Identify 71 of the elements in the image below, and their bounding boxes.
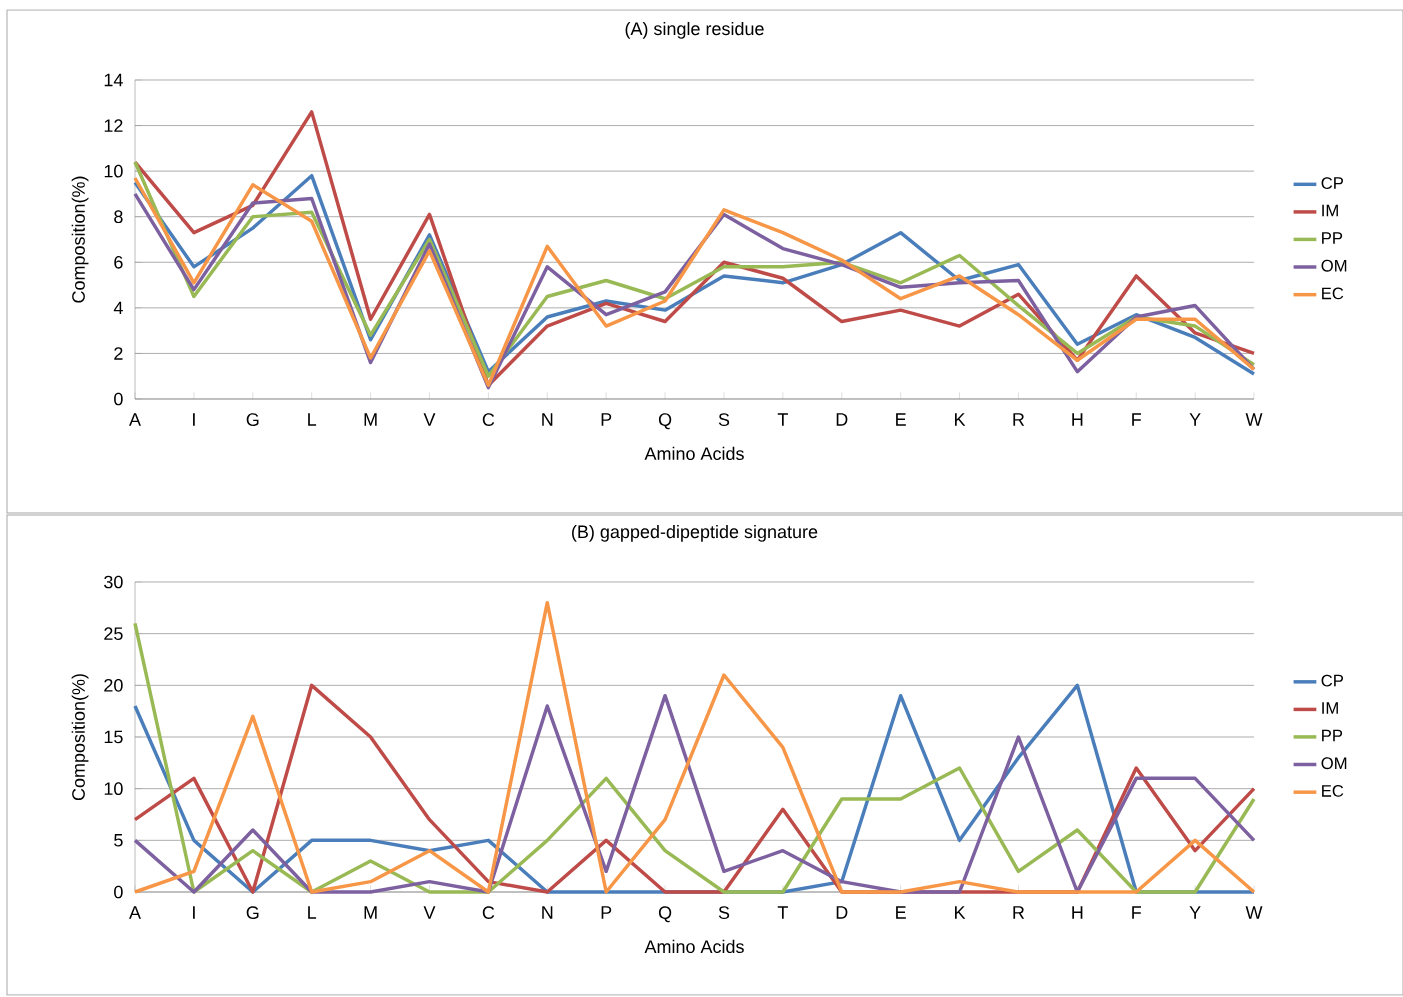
x-tick-label: S (718, 413, 730, 426)
x-tick-label: R (1013, 413, 1025, 426)
x-tick-label: Q (658, 413, 672, 430)
y-tick-label: 6 (114, 255, 123, 269)
x-tick-label: Y (1189, 413, 1201, 426)
y-tick-label: 20 (104, 678, 123, 692)
x-tick-label: G (246, 906, 259, 919)
x-tick-label: T (777, 906, 788, 919)
legend-label: PP (1322, 729, 1343, 742)
chart-title: (A) single residue (625, 21, 764, 39)
x-tick-label: D (836, 906, 848, 919)
x-tick-label: K (955, 413, 966, 426)
y-tick-label: 8 (114, 210, 123, 224)
x-tick-label: C (482, 906, 495, 919)
y-tick-label: 15 (104, 730, 123, 744)
x-tick-label: V (423, 906, 436, 919)
y-tick-label: 25 (104, 627, 123, 641)
x-tick-label: N (542, 906, 553, 919)
legend-label: CP (1321, 177, 1344, 189)
legend-label: EC (1322, 287, 1344, 300)
y-axis-title: Composition(%) (71, 176, 89, 303)
y-tick-label: 0 (114, 885, 123, 899)
y-tick-label: 10 (104, 782, 123, 796)
y-tick-label: 10 (104, 164, 123, 178)
y-tick-label: 4 (113, 301, 123, 315)
x-tick-label: T (777, 413, 788, 426)
legend-label: OM (1321, 259, 1347, 272)
y-axis-title: Composition(%) (71, 674, 89, 801)
x-tick-label: E (896, 906, 906, 919)
x-tick-label: F (1132, 413, 1141, 426)
x-tick-label: S (718, 906, 730, 919)
legend-label: OM (1321, 757, 1347, 770)
y-tick-label: 12 (104, 119, 123, 132)
x-tick-label: P (601, 413, 612, 426)
legend-label: EC (1322, 785, 1344, 797)
x-axis-title: Amino Acids (644, 446, 744, 461)
x-tick-label: M (364, 906, 377, 919)
x-tick-label: L (308, 906, 317, 919)
x-tick-label: V (423, 413, 436, 426)
y-tick-label: 14 (104, 73, 123, 87)
x-tick-label: R (1013, 906, 1025, 919)
x-tick-label: Y (1189, 906, 1201, 919)
x-tick-label: Q (658, 906, 672, 923)
x-tick-label: P (601, 906, 612, 919)
x-tick-label: W (1245, 906, 1263, 919)
legend-label: CP (1321, 674, 1344, 687)
x-tick-label: K (955, 906, 966, 919)
x-tick-label: D (836, 413, 848, 426)
x-tick-label: G (246, 413, 259, 426)
x-tick-label: F (1132, 906, 1141, 919)
x-tick-label: A (129, 413, 141, 426)
legend-label: IM (1322, 702, 1338, 714)
x-tick-label: H (1072, 413, 1083, 426)
x-tick-label: W (1245, 413, 1263, 426)
x-axis-title: Amino Acids (644, 939, 744, 954)
legend-label: IM (1322, 204, 1338, 217)
x-tick-label: N (542, 413, 553, 426)
legend-label: PP (1322, 232, 1343, 244)
x-tick-label: L (308, 413, 317, 426)
x-tick-label: C (482, 413, 495, 426)
y-tick-label: 5 (114, 834, 123, 847)
chart-title: (B) gapped-dipeptide signature (572, 524, 818, 542)
x-tick-label: A (129, 906, 141, 919)
y-tick-label: 0 (114, 392, 123, 406)
x-tick-label: H (1072, 906, 1083, 919)
x-tick-label: E (896, 413, 906, 426)
x-tick-label: M (364, 413, 377, 426)
x-tick-label: I (193, 906, 195, 919)
y-tick-label: 30 (104, 575, 123, 589)
x-tick-label: I (193, 413, 195, 426)
y-tick-label: 2 (114, 347, 123, 360)
